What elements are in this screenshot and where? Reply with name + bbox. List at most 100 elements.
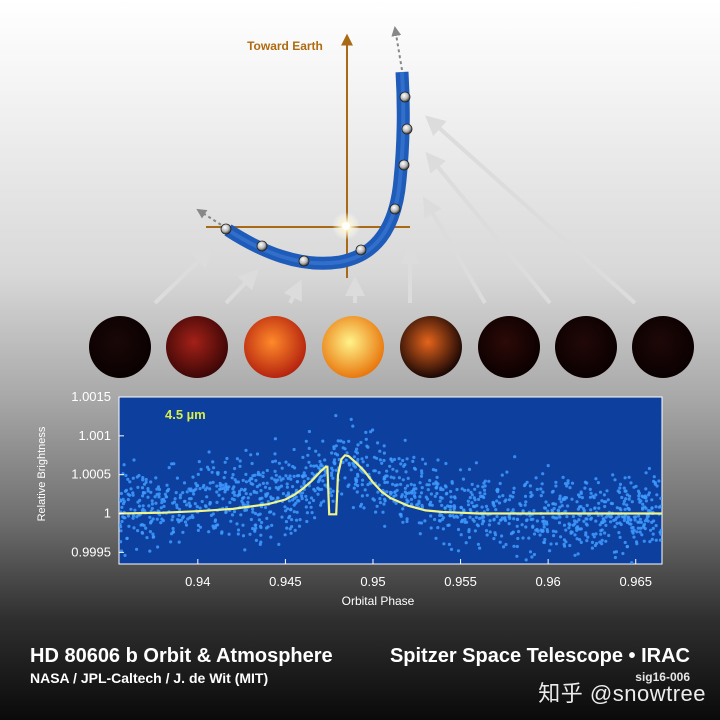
observation-point: [360, 494, 364, 498]
wavelength-annotation: 4.5 µm: [165, 407, 206, 422]
observation-point: [225, 456, 229, 461]
observation-point: [523, 503, 527, 507]
phase-disk-8: [632, 316, 694, 378]
observation-point: [273, 437, 277, 441]
y-tick-label: 1.0005: [71, 467, 111, 482]
observation-point: [482, 495, 486, 500]
observation-point: [657, 505, 662, 509]
observation-point: [297, 474, 301, 478]
observation-point: [427, 483, 431, 487]
phase-disk-6: [478, 316, 540, 378]
view-arrow-7: [425, 151, 552, 305]
observation-point: [554, 484, 558, 488]
observation-point: [299, 485, 304, 489]
observation-point: [292, 503, 296, 507]
observation-point: [205, 465, 210, 469]
observation-point: [244, 480, 248, 484]
observation-point: [216, 471, 220, 475]
observation-point: [478, 491, 482, 495]
observation-point: [435, 475, 439, 479]
observation-point: [364, 455, 369, 459]
observation-point: [224, 510, 228, 514]
observation-point: [628, 494, 632, 498]
observation-point: [159, 506, 163, 510]
observation-point: [449, 500, 453, 504]
observation-point: [169, 540, 173, 544]
observation-point: [129, 507, 133, 511]
observation-point: [575, 537, 579, 541]
observation-point: [635, 542, 639, 546]
observation-point: [290, 518, 294, 522]
observation-point: [477, 497, 481, 501]
observation-point: [126, 477, 130, 481]
observation-point: [339, 439, 343, 443]
observation-point: [589, 508, 593, 512]
observation-point: [497, 495, 501, 499]
observation-point: [566, 481, 570, 485]
observation-point: [235, 457, 239, 461]
observation-point: [217, 493, 221, 497]
planet-position-1: [220, 223, 232, 235]
observation-point: [140, 523, 144, 527]
observation-point: [318, 477, 322, 482]
observation-point: [586, 535, 590, 539]
observation-point: [184, 523, 189, 527]
observation-point: [414, 487, 418, 491]
observation-point: [157, 487, 162, 492]
observation-point: [589, 491, 593, 495]
observation-point: [575, 520, 579, 524]
observation-point: [304, 505, 308, 509]
observation-point: [644, 471, 648, 475]
observation-point: [622, 515, 626, 519]
observation-point: [555, 516, 559, 520]
observation-point: [209, 513, 213, 518]
observation-point: [263, 485, 268, 489]
observation-point: [135, 547, 139, 551]
observation-point: [639, 526, 643, 530]
observation-point: [261, 474, 265, 479]
observation-point: [162, 504, 166, 508]
observation-point: [351, 506, 355, 510]
observation-point: [459, 506, 464, 510]
view-arrow-3: [283, 279, 302, 304]
observation-point: [352, 486, 356, 490]
observation-point: [274, 473, 278, 477]
observation-point: [122, 500, 126, 504]
observation-point: [126, 492, 130, 496]
phase-disk-4: [322, 316, 384, 378]
phase-disks: [89, 316, 694, 378]
observation-point: [461, 477, 466, 481]
observation-point: [133, 508, 137, 512]
observation-point: [541, 519, 545, 524]
observation-point: [360, 483, 364, 487]
observation-point: [307, 460, 311, 464]
observation-point: [337, 457, 341, 462]
observation-point: [301, 491, 305, 495]
observation-point: [597, 506, 601, 510]
observation-point: [305, 511, 309, 515]
observation-point: [289, 508, 293, 512]
observation-point: [356, 484, 360, 488]
observation-point: [328, 487, 332, 491]
observation-point: [127, 524, 131, 528]
orbit-track-highlight: [226, 71, 406, 266]
observation-point: [588, 487, 592, 491]
observation-point: [448, 508, 452, 512]
observation-point: [259, 489, 263, 493]
observation-point: [151, 535, 155, 539]
observation-point: [409, 482, 413, 486]
observation-point: [173, 497, 177, 501]
observation-point: [232, 490, 236, 494]
observation-point: [521, 536, 525, 540]
observation-point: [473, 487, 477, 491]
observation-point: [261, 481, 265, 485]
observation-point: [634, 515, 638, 519]
observation-point: [178, 496, 182, 500]
observation-point: [198, 525, 203, 529]
observation-point: [287, 499, 291, 503]
observation-point: [443, 484, 447, 488]
observation-point: [517, 529, 521, 534]
observation-point: [175, 506, 179, 510]
orbit-diagram: Toward Earth: [153, 26, 637, 305]
observation-point: [270, 476, 274, 480]
